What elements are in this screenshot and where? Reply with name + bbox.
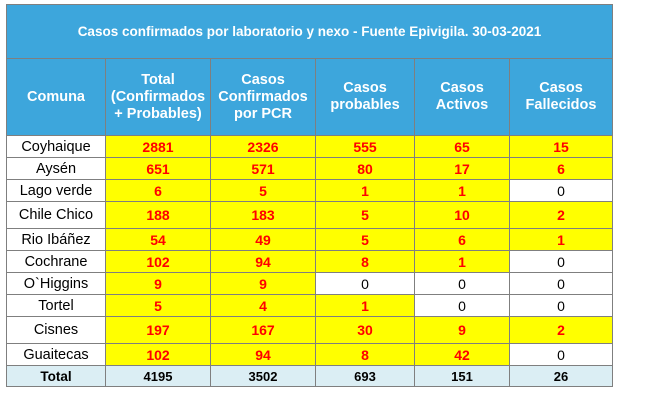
table-row: Cochrane 102 94 8 1 0 xyxy=(6,250,614,273)
case-value-cell: 4 xyxy=(210,294,316,317)
total-row: Total 4195 3502 693 151 26 xyxy=(6,365,614,387)
table-body: Coyhaique 2881 2326 555 65 15 Aysén 651 571 80 17 6… xyxy=(6,135,614,366)
case-value-cell: 188 xyxy=(105,201,211,229)
case-value-cell: 1 xyxy=(508,228,614,251)
case-value-cell: 2 xyxy=(508,316,614,344)
total-label: Total xyxy=(6,365,106,387)
comuna-name: O`Higgins xyxy=(6,272,106,295)
comuna-name: Cisnes xyxy=(6,316,106,344)
case-value-cell: 555 xyxy=(315,135,415,158)
total-value: 26 xyxy=(508,365,614,387)
case-value-cell: 0 xyxy=(508,294,614,317)
case-value-cell: 49 xyxy=(210,228,316,251)
case-value-cell: 6 xyxy=(105,179,211,202)
case-value-cell: 2326 xyxy=(210,135,316,158)
comuna-name: Tortel xyxy=(6,294,106,317)
table-row: Cisnes 197 167 30 9 2 xyxy=(6,316,614,344)
comuna-name: Coyhaique xyxy=(6,135,106,158)
table-row: O`Higgins 9 9 0 0 0 xyxy=(6,272,614,295)
table-row: Guaitecas 102 94 8 42 0 xyxy=(6,343,614,366)
case-value-cell: 9 xyxy=(105,272,211,295)
case-value-cell: 571 xyxy=(210,157,316,180)
case-value-cell: 1 xyxy=(414,179,510,202)
case-value-cell: 80 xyxy=(315,157,415,180)
case-value-cell: 0 xyxy=(508,272,614,295)
table-row: Rio Ibáñez 54 49 5 6 1 xyxy=(6,228,614,251)
comuna-name: Cochrane xyxy=(6,250,106,273)
comuna-name: Chile Chico xyxy=(6,201,106,229)
case-value-cell: 0 xyxy=(508,179,614,202)
comuna-name: Guaitecas xyxy=(6,343,106,366)
case-value-cell: 8 xyxy=(315,250,415,273)
comuna-name: Rio Ibáñez xyxy=(6,228,106,251)
case-value-cell: 1 xyxy=(315,294,415,317)
case-value-cell: 1 xyxy=(414,250,510,273)
case-value-cell: 30 xyxy=(315,316,415,344)
case-value-cell: 10 xyxy=(414,201,510,229)
case-value-cell: 183 xyxy=(210,201,316,229)
case-value-cell: 94 xyxy=(210,250,316,273)
case-value-cell: 5 xyxy=(315,201,415,229)
header-fallecidos: Casos Fallecidos xyxy=(508,58,614,136)
case-value-cell: 2 xyxy=(508,201,614,229)
case-value-cell: 651 xyxy=(105,157,211,180)
case-value-cell: 94 xyxy=(210,343,316,366)
case-value-cell: 5 xyxy=(105,294,211,317)
comuna-name: Lago verde xyxy=(6,179,106,202)
case-value-cell: 54 xyxy=(105,228,211,251)
case-value-cell: 102 xyxy=(105,343,211,366)
case-value-cell: 2881 xyxy=(105,135,211,158)
case-value-cell: 65 xyxy=(414,135,510,158)
case-value-cell: 5 xyxy=(210,179,316,202)
case-value-cell: 15 xyxy=(508,135,614,158)
case-value-cell: 6 xyxy=(414,228,510,251)
table-row: Tortel 5 4 1 0 0 xyxy=(6,294,614,317)
case-value-cell: 8 xyxy=(315,343,415,366)
header-activos: Casos Activos xyxy=(414,58,510,136)
total-value: 151 xyxy=(414,365,510,387)
case-value-cell: 1 xyxy=(315,179,415,202)
header-comuna: Comuna xyxy=(6,58,106,136)
table-row: Lago verde 6 5 1 1 0 xyxy=(6,179,614,202)
comuna-name: Aysén xyxy=(6,157,106,180)
table-row: Chile Chico 188 183 5 10 2 xyxy=(6,201,614,229)
case-value-cell: 9 xyxy=(414,316,510,344)
case-value-cell: 17 xyxy=(414,157,510,180)
total-value: 693 xyxy=(315,365,415,387)
table-title: Casos confirmados por laboratorio y nexo… xyxy=(5,4,614,59)
header-probables: Casos probables xyxy=(315,58,415,136)
case-value-cell: 0 xyxy=(508,343,614,366)
case-value-cell: 102 xyxy=(105,250,211,273)
case-value-cell: 9 xyxy=(210,272,316,295)
case-value-cell: 167 xyxy=(210,316,316,344)
case-value-cell: 197 xyxy=(105,316,211,344)
case-value-cell: 42 xyxy=(414,343,510,366)
header-pcr: Casos Confirmados por PCR xyxy=(210,58,316,136)
cases-table: Casos confirmados por laboratorio y nexo… xyxy=(5,4,614,387)
header-total: Total (Confirmados + Probables) xyxy=(105,58,211,136)
total-value: 4195 xyxy=(105,365,211,387)
case-value-cell: 0 xyxy=(414,272,510,295)
case-value-cell: 6 xyxy=(508,157,614,180)
case-value-cell: 0 xyxy=(315,272,415,295)
total-value: 3502 xyxy=(210,365,316,387)
case-value-cell: 0 xyxy=(508,250,614,273)
case-value-cell: 5 xyxy=(315,228,415,251)
table-row: Coyhaique 2881 2326 555 65 15 xyxy=(6,135,614,158)
case-value-cell: 0 xyxy=(414,294,510,317)
table-row: Aysén 651 571 80 17 6 xyxy=(6,157,614,180)
